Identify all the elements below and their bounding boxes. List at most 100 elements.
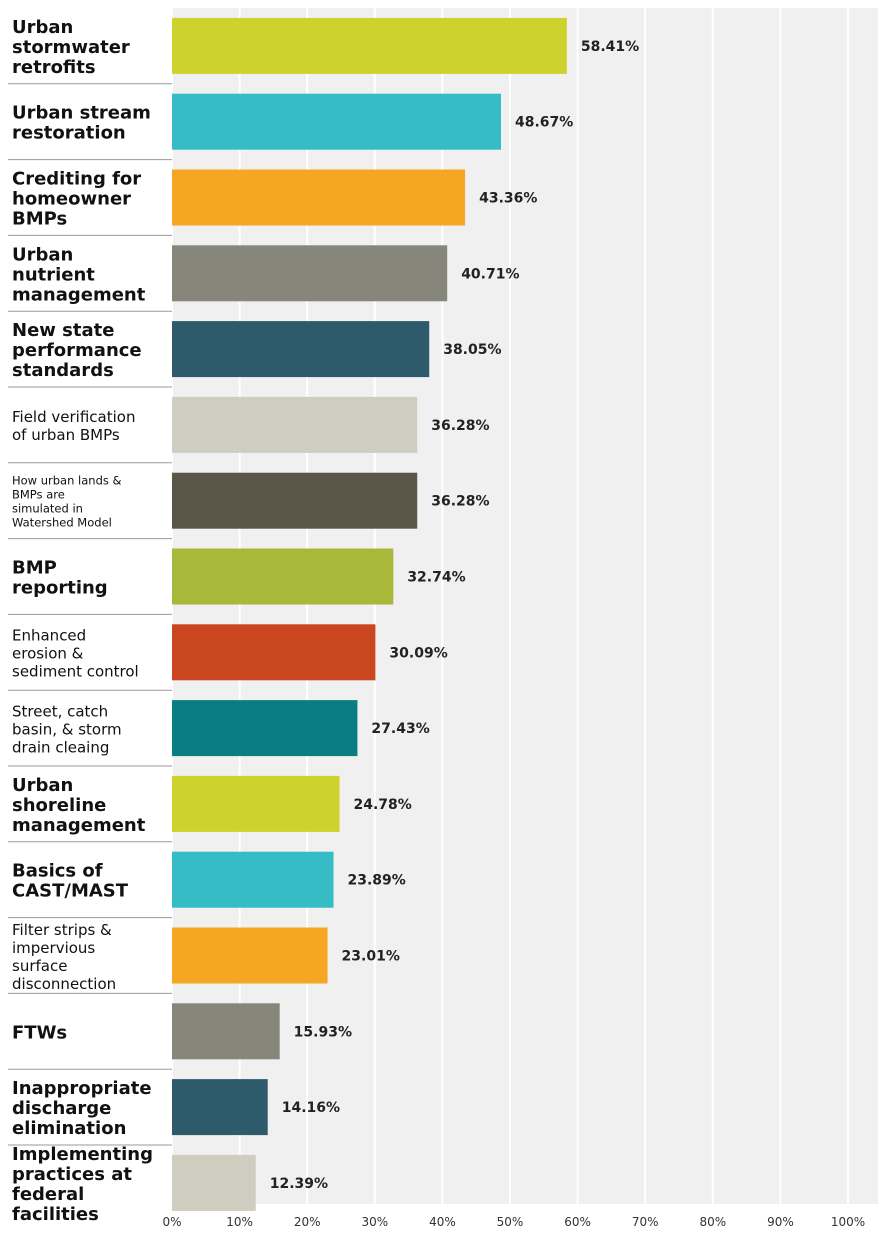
category-label-line: Basics of [12, 861, 103, 882]
category-label-line: sediment control [12, 663, 139, 681]
category-label-line: homeowner [12, 189, 131, 210]
bar [172, 245, 448, 302]
category-label-line: simulated in [12, 502, 83, 516]
category-label-line: Enhanced [12, 627, 86, 645]
label-separators [8, 83, 172, 1146]
category-label-line: management [12, 815, 146, 836]
category-label: Crediting for homeowner BMPs [12, 169, 141, 230]
bar [172, 472, 418, 529]
value-label: 23.01% [342, 949, 400, 965]
value-label: 15.93% [294, 1024, 352, 1040]
category-label-line: CAST/MAST [12, 881, 129, 902]
category-label: FTWs [12, 1022, 67, 1043]
category-label-line: BMPs [12, 209, 67, 230]
value-label: 27.43% [371, 721, 429, 737]
bar [172, 927, 328, 984]
category-label-line: Implementing [12, 1144, 153, 1165]
category-label-line: Inappropriate [12, 1078, 152, 1099]
value-label: 38.05% [443, 342, 501, 358]
category-label-line: Urban [12, 244, 73, 265]
value-label: 12.39% [270, 1176, 328, 1192]
value-labels: 58.41% 48.67% 43.36% 40.71% 38.05% 36.28% 36.2… [270, 39, 639, 1192]
bar [172, 775, 340, 832]
value-label: 58.41% [581, 39, 639, 55]
category-label: Urban stream restoration [12, 103, 151, 144]
category-label-line: Filter strips & [12, 921, 112, 939]
category-label-line: nutrient [12, 264, 95, 285]
category-label-line: How urban lands & [12, 474, 122, 488]
category-label-line: drain cleaing [12, 738, 109, 756]
value-label: 48.67% [515, 115, 573, 131]
bar [172, 1154, 256, 1211]
value-label: 36.28% [431, 418, 489, 434]
category-label-line: reporting [12, 578, 108, 599]
category-label-line: practices at [12, 1164, 132, 1185]
bar [172, 93, 502, 150]
category-label-line: elimination [12, 1118, 126, 1139]
category-label: New state performance standards [12, 320, 142, 381]
category-label-line: discharge [12, 1098, 111, 1119]
category-label-line: basin, & storm [12, 720, 122, 738]
x-tick-label: 100% [831, 1215, 865, 1229]
x-axis-ticks: 0% 10% 20% 30% 40% 50% 60% 70% 80% 90% 100% [162, 1215, 865, 1229]
category-label-line: restoration [12, 123, 126, 144]
bars [172, 17, 567, 1211]
x-tick-label: 80% [699, 1215, 726, 1229]
category-label-line: Crediting for [12, 169, 141, 190]
category-label-line: Field verification [12, 408, 135, 426]
bar [172, 17, 567, 74]
bar [172, 1079, 268, 1136]
category-label-line: Urban [12, 775, 73, 796]
bar [172, 321, 430, 378]
value-label: 14.16% [282, 1100, 340, 1116]
value-label: 40.71% [461, 266, 519, 282]
category-label-line: shoreline [12, 795, 106, 816]
category-label-line: disconnection [12, 975, 116, 993]
category-label: Urban shoreline management [12, 775, 146, 836]
category-label: Field verification of urban BMPs [12, 408, 135, 444]
x-tick-label: 90% [767, 1215, 794, 1229]
category-label-line: retrofits [12, 57, 96, 78]
x-tick-label: 20% [294, 1215, 321, 1229]
value-label: 24.78% [354, 797, 412, 813]
value-label: 23.89% [347, 873, 405, 889]
category-label-line: Urban [12, 17, 73, 38]
category-label-line: Watershed Model [12, 516, 112, 530]
x-tick-label: 30% [361, 1215, 388, 1229]
bar [172, 700, 358, 757]
category-label: Inappropriate discharge elimination [12, 1078, 152, 1139]
bar [172, 1003, 280, 1060]
bar [172, 169, 466, 226]
category-label-line: erosion & [12, 645, 84, 663]
category-label-line: New state [12, 320, 114, 341]
category-label-line: performance [12, 340, 142, 361]
value-label: 43.36% [479, 191, 537, 207]
bar [172, 548, 394, 605]
bar [172, 624, 376, 681]
category-label-line: management [12, 284, 146, 305]
x-tick-label: 60% [564, 1215, 591, 1229]
category-label: Street, catch basin, & storm drain cleaing [12, 702, 122, 756]
category-label-line: impervious [12, 939, 95, 957]
x-tick-label: 50% [497, 1215, 524, 1229]
category-label-line: BMP [12, 558, 57, 579]
bar [172, 851, 334, 908]
category-label-line: federal [12, 1184, 84, 1205]
category-label-line: Urban stream [12, 103, 151, 124]
category-label-line: FTWs [12, 1022, 67, 1043]
category-label: BMP reporting [12, 558, 108, 599]
value-label: 30.09% [389, 645, 447, 661]
x-tick-label: 10% [226, 1215, 253, 1229]
category-label: Enhanced erosion & sediment control [12, 627, 139, 681]
category-label-line: standards [12, 360, 114, 381]
category-label-line: stormwater [12, 37, 130, 58]
category-label: Urban stormwater retrofits [12, 17, 130, 78]
category-label-line: of urban BMPs [12, 426, 120, 444]
value-label: 32.74% [407, 570, 465, 586]
category-label-line: facilities [12, 1204, 99, 1225]
x-tick-label: 0% [162, 1215, 181, 1229]
category-label: How urban lands & BMPs are simulated in Wat… [12, 474, 122, 530]
